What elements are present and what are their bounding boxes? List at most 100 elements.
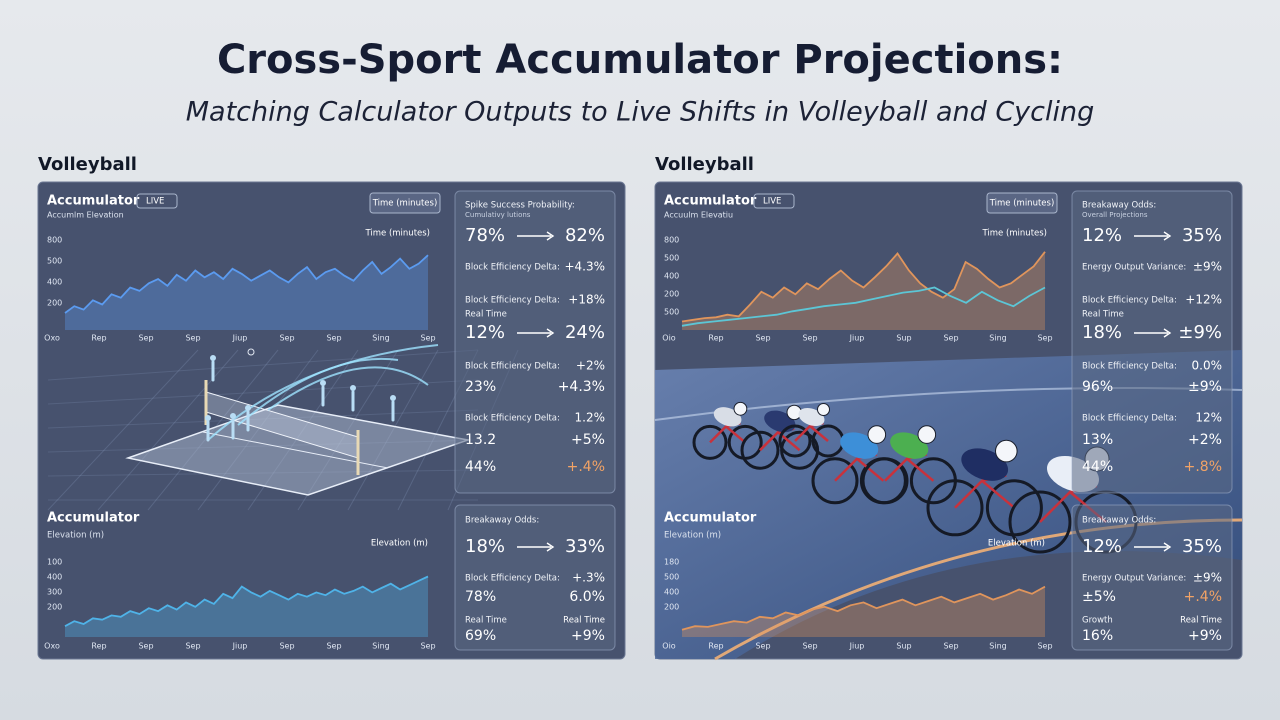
metric-right: ±9% (1188, 379, 1222, 395)
volleyball-illustration (47, 344, 519, 511)
wheel (740, 430, 780, 470)
chart-subtitle: Elevation (m) (47, 531, 104, 541)
player-head (205, 415, 211, 421)
x-tick-label: Sep (943, 642, 958, 651)
metric-left: 69% (465, 628, 496, 644)
helmet (733, 401, 748, 416)
x-tick-label: Sep (1037, 642, 1052, 651)
x-tick-label: Rep (91, 642, 106, 651)
button-label: Time (minutes) (372, 199, 438, 209)
metric-value: 12% (1195, 411, 1222, 425)
arrow-head (546, 542, 555, 552)
metric-label: Block Efficiency Delta: (1082, 296, 1177, 306)
helmet (995, 439, 1018, 463)
x-tick-label: Sep (279, 642, 294, 651)
y-tick-label: 500 (664, 573, 679, 582)
metric-label: Growth (1082, 616, 1113, 626)
x-tick-label: Sup (896, 334, 911, 343)
x-tick-label: Rep (708, 642, 723, 651)
metric-note: Cumulativy lutions (465, 211, 531, 219)
x-tick-label: Sing (372, 334, 389, 343)
metric-card (454, 190, 616, 494)
floor-grid (47, 379, 479, 405)
x-tick-label: Oxo (44, 642, 60, 651)
metric-right: +5% (571, 432, 605, 448)
y-tick-label: 400 (664, 588, 679, 597)
badge-text: LIVE (763, 197, 781, 207)
series-line (681, 251, 1046, 323)
area-fill (682, 586, 1045, 637)
metric-left: 78% (465, 589, 496, 605)
metric-left: 18% (465, 536, 505, 557)
helmet (917, 425, 937, 444)
metric-label: Block Efficiency Delta: (465, 574, 560, 584)
arrow-head (546, 231, 555, 241)
metric-value: +.3% (572, 571, 605, 585)
x-tick-label: Sing (989, 334, 1006, 343)
metric-left: 23% (465, 379, 496, 395)
helmet (817, 403, 830, 416)
metric-card (1071, 190, 1233, 494)
x-tick-label: Sep (420, 334, 435, 343)
metric-left: 13% (1082, 432, 1113, 448)
y-tick-label: 400 (664, 272, 679, 281)
metric-right: +2% (1188, 432, 1222, 448)
metric-right: 33% (565, 536, 605, 557)
wheel (692, 424, 728, 460)
x-tick-label: Sup (896, 642, 911, 651)
chart-subtitle: Elevation (m) (664, 531, 721, 541)
metric-value: Real Time (563, 616, 605, 626)
ball-arc (237, 357, 399, 426)
wheel (778, 424, 812, 458)
metric-label: Block Efficiency Delta: (465, 362, 560, 372)
wheel (861, 457, 909, 505)
player-head (230, 413, 236, 419)
player-head (350, 385, 356, 391)
x-tick-label: Jiup (232, 642, 248, 651)
area-fill (65, 576, 428, 637)
metric-left: 13.2 (465, 432, 496, 448)
y-tick-label: 400 (47, 573, 62, 582)
metric-value: ±9% (1193, 260, 1222, 274)
chart-title: Accumulator (664, 511, 757, 526)
y-tick-label: 800 (47, 236, 62, 245)
player-head (390, 395, 396, 401)
series-line (64, 575, 429, 627)
wheel (926, 479, 984, 537)
player-head (245, 405, 251, 411)
metric-label: Spike Success Probability: (465, 201, 575, 211)
axis-label: Time (minutes) (364, 229, 430, 239)
metric-label: Real Time (465, 616, 507, 626)
x-tick-label: Sep (1037, 334, 1052, 343)
floor-grid (97, 349, 239, 511)
x-tick-label: Sep (326, 334, 341, 343)
x-tick-label: Sing (372, 642, 389, 651)
metric-value: 1.2% (575, 411, 606, 425)
metric-label: Energy Output Variance: (1082, 263, 1186, 273)
metric-value: 0.0% (1192, 359, 1223, 373)
metric-left: 12% (465, 322, 505, 343)
x-tick-label: Sing (989, 642, 1006, 651)
metric-right: 6.0% (569, 589, 605, 605)
x-tick-label: Sep (420, 642, 435, 651)
chart-title: Accumulator (47, 511, 140, 526)
metric-left: ±5% (1082, 589, 1116, 605)
metric-right: +9% (571, 628, 605, 644)
metric-value: +4.3% (564, 260, 605, 274)
x-tick-label: Jiup (849, 334, 865, 343)
y-tick-label: 500 (664, 254, 679, 263)
metric-card (1071, 504, 1233, 651)
metric-value: ±9% (1193, 571, 1222, 585)
metric-label: Energy Output Variance: (1082, 574, 1186, 584)
x-tick-label: Sep (802, 642, 817, 651)
metric-value: +12% (1185, 293, 1222, 307)
x-tick-label: Jiup (849, 642, 865, 651)
metric-right: 24% (565, 322, 605, 343)
metric-left: 44% (1082, 459, 1113, 475)
badge-text: LIVE (146, 197, 164, 207)
metric-value: +2% (576, 359, 605, 373)
y-tick-label: 800 (664, 236, 679, 245)
y-tick-label: 200 (664, 603, 679, 612)
y-tick-label: 180 (664, 558, 679, 567)
arrow-head (1163, 231, 1172, 241)
